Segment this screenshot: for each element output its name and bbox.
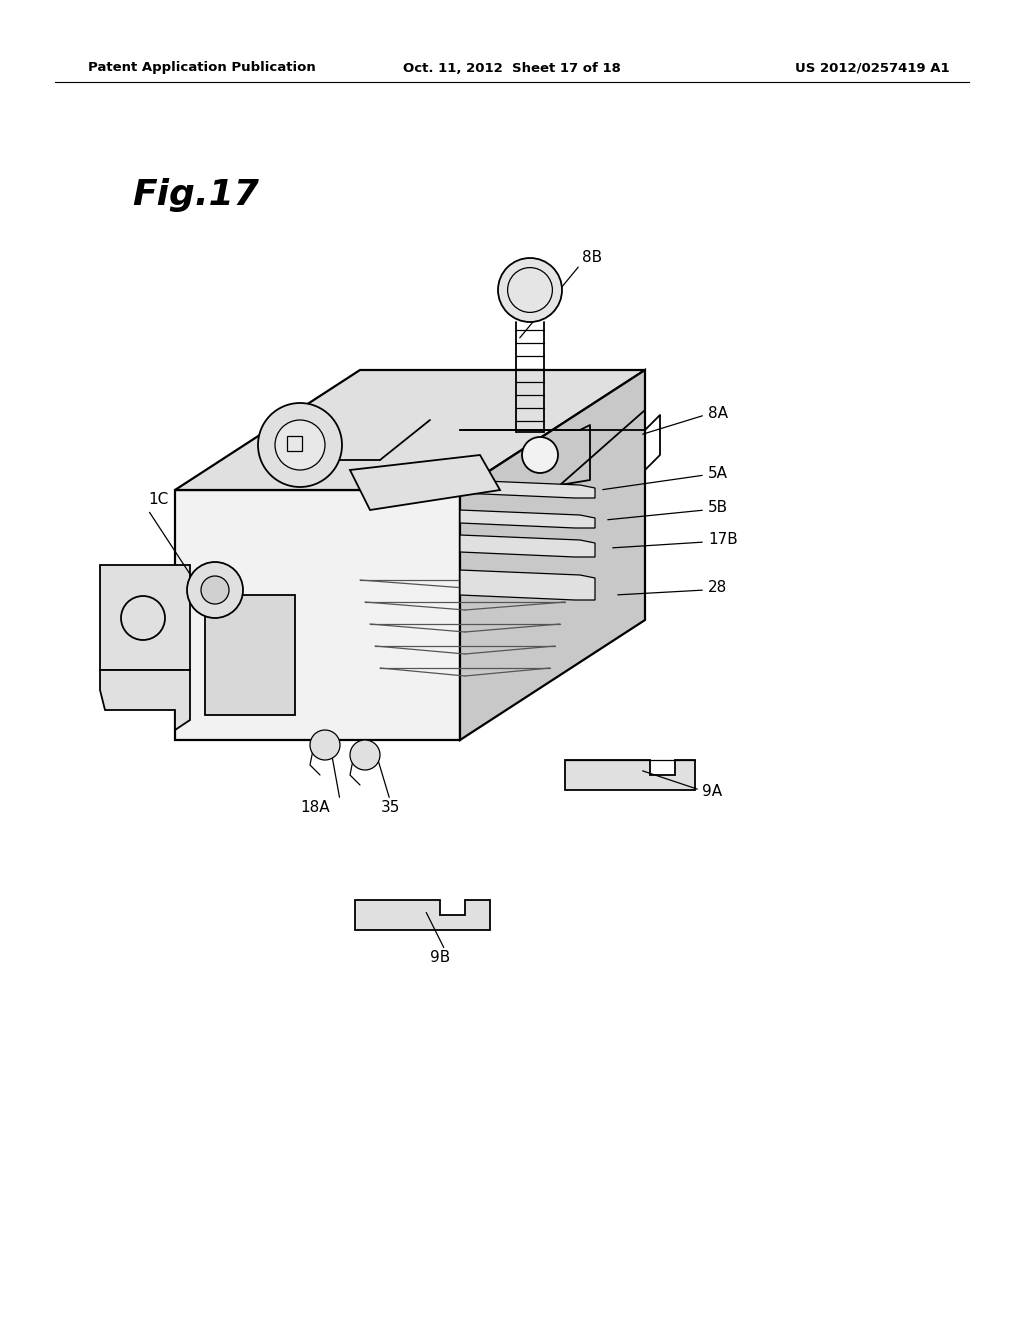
Text: US 2012/0257419 A1: US 2012/0257419 A1 — [796, 62, 950, 74]
Polygon shape — [205, 595, 295, 715]
Polygon shape — [460, 570, 595, 601]
Circle shape — [275, 420, 325, 470]
Text: 5B: 5B — [708, 500, 728, 516]
Circle shape — [201, 576, 229, 605]
Text: Patent Application Publication: Patent Application Publication — [88, 62, 315, 74]
Polygon shape — [460, 370, 645, 741]
Polygon shape — [460, 480, 595, 498]
Circle shape — [522, 437, 558, 473]
Text: 9A: 9A — [702, 784, 722, 800]
Polygon shape — [350, 455, 500, 510]
Polygon shape — [355, 900, 490, 931]
Circle shape — [187, 562, 243, 618]
Text: 9B: 9B — [430, 950, 451, 965]
Polygon shape — [175, 370, 645, 490]
Polygon shape — [100, 671, 190, 730]
Text: 8A: 8A — [708, 405, 728, 421]
Text: 5A: 5A — [708, 466, 728, 480]
Text: 1C: 1C — [148, 492, 168, 507]
Text: Fig.17: Fig.17 — [132, 178, 259, 213]
Text: 8B: 8B — [582, 251, 602, 265]
Polygon shape — [460, 535, 595, 557]
Text: Oct. 11, 2012  Sheet 17 of 18: Oct. 11, 2012 Sheet 17 of 18 — [403, 62, 621, 74]
Polygon shape — [565, 760, 695, 789]
Circle shape — [350, 741, 380, 770]
Text: 28: 28 — [708, 581, 727, 595]
Text: 35: 35 — [380, 800, 399, 816]
Text: 17B: 17B — [708, 532, 737, 548]
Polygon shape — [460, 510, 595, 528]
Polygon shape — [100, 565, 190, 671]
Circle shape — [258, 403, 342, 487]
Polygon shape — [175, 490, 460, 741]
Circle shape — [310, 730, 340, 760]
Circle shape — [498, 257, 562, 322]
Text: 18A: 18A — [300, 800, 330, 816]
